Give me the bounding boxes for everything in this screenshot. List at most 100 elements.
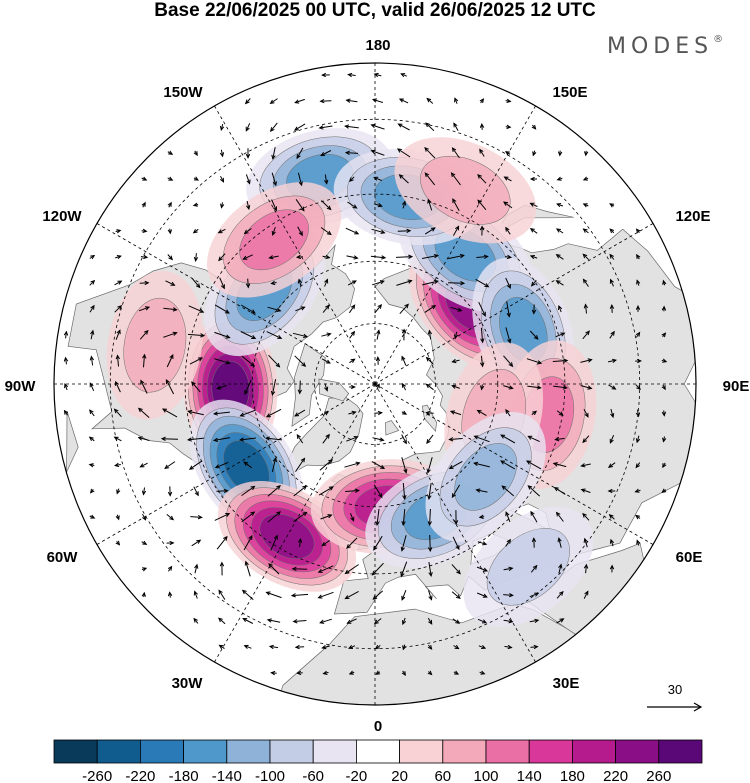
wind-arrow-head: [164, 464, 170, 470]
wind-arrow: [530, 510, 538, 523]
wind-arrow: [635, 462, 641, 469]
wind-arrow-shaft: [607, 359, 617, 363]
colorbar: -260 -220 -180 -140 -100 -60 -20 20 60 100 140 180 2…: [53, 739, 703, 783]
wind-arrow: [219, 277, 225, 290]
wind-arrow-shaft: [218, 590, 226, 600]
wind-arrow-head: [455, 594, 461, 600]
wind-arrow-head: [507, 644, 513, 650]
wind-arrow-head: [501, 485, 507, 490]
wind-arrow: [610, 408, 615, 419]
wind-arrow-head: [144, 280, 150, 286]
wind-arrow-head: [505, 226, 510, 232]
wind-arrow: [297, 380, 303, 395]
lon-label-30w: 30W: [172, 675, 204, 692]
wind-arrow: [344, 461, 361, 468]
wind-arrow-head: [403, 468, 408, 474]
wind-arrow-shaft: [506, 301, 510, 317]
colorbar-tick-label: -220: [125, 768, 155, 783]
wind-arrow-head: [248, 535, 253, 541]
wind-arrow-head: [450, 172, 456, 178]
wind-arrow-shaft: [240, 331, 256, 339]
wind-arrow-head: [453, 122, 458, 128]
wind-arrow-head: [556, 176, 562, 181]
wind-arrow-shaft: [322, 645, 330, 649]
wind-arrow: [214, 358, 231, 365]
wind-arrow: [635, 304, 641, 312]
wind-arrow-shaft: [424, 305, 436, 313]
wind-arrow: [113, 436, 122, 442]
wind-arrow: [193, 617, 199, 624]
wind-arrow-head: [377, 203, 383, 208]
wind-arrow-head: [608, 514, 614, 519]
wind-arrow: [452, 618, 461, 624]
wind-arrow-shaft: [424, 227, 436, 235]
wind-arrow-head: [326, 205, 332, 211]
colorbar-segment: [528, 739, 573, 764]
wind-arrow: [166, 514, 175, 521]
wind-arrow-head: [187, 409, 193, 415]
wind-arrow: [349, 330, 356, 339]
wind-arrow-head: [635, 412, 641, 418]
wind-arrow: [212, 411, 230, 416]
wind-arrow: [137, 436, 150, 441]
wind-arrow-shaft: [582, 330, 590, 340]
wind-arrow: [242, 617, 254, 624]
wind-arrow: [271, 226, 276, 236]
wind-arrow-head: [406, 228, 412, 234]
wind-arrow-shaft: [500, 434, 516, 444]
wind-arrow: [427, 617, 433, 625]
wind-arrow-head: [636, 279, 641, 285]
wind-arrow-shaft: [429, 534, 431, 552]
wind-arrow-head: [398, 174, 404, 179]
wind-arrow-head: [345, 98, 351, 103]
wind-arrow-head: [354, 488, 360, 493]
wind-arrow: [583, 408, 589, 418]
wind-arrow-shaft: [140, 380, 148, 394]
wind-arrow-head: [272, 456, 277, 463]
wind-arrow: [582, 203, 589, 208]
wind-arrow-head: [168, 150, 174, 155]
wind-arrow: [398, 174, 409, 184]
wind-arrow-head: [344, 124, 350, 129]
wind-arrow-head: [301, 362, 307, 368]
wind-arrow-head: [607, 488, 613, 494]
wind-arrow-head: [193, 176, 199, 181]
wind-arrow: [348, 410, 357, 415]
anomaly-contour: [239, 209, 309, 271]
wind-arrow-shaft: [89, 305, 95, 313]
wind-arrow-shaft: [402, 482, 406, 500]
wind-arrow: [317, 591, 334, 599]
wind-arrow-shaft: [164, 461, 176, 469]
wind-arrow-shaft: [214, 358, 230, 364]
wind-arrow-head: [328, 459, 333, 464]
wind-arrow: [142, 513, 147, 521]
wind-arrow-shaft: [269, 645, 279, 649]
wind-arrow: [634, 488, 641, 493]
wind-arrow: [400, 535, 407, 552]
wind-arrow-shaft: [348, 411, 356, 415]
wind-arrow: [556, 176, 563, 181]
wind-arrow: [167, 565, 173, 572]
wind-arrow: [582, 330, 590, 340]
wind-arrow: [141, 176, 148, 181]
wind-arrow: [556, 590, 564, 599]
wind-arrow: [582, 253, 590, 261]
wind-arrow: [271, 456, 277, 473]
wind-arrow: [165, 280, 176, 286]
wind-arrow-shaft: [422, 255, 438, 259]
wind-arrow-shaft: [344, 462, 360, 468]
wind-arrow-shaft: [529, 619, 539, 623]
wind-arrow: [297, 278, 303, 287]
wind-arrow-head: [250, 362, 256, 367]
wind-arrow-head: [558, 304, 563, 311]
wind-arrow-head: [377, 410, 383, 416]
wind-arrow-shaft: [240, 437, 256, 441]
wind-arrow-head: [326, 332, 332, 337]
wind-arrow: [193, 486, 199, 497]
wind-arrow: [531, 124, 537, 130]
wind-arrow-head: [269, 99, 275, 105]
wind-arrow-head: [529, 228, 535, 233]
wind-arrow-head: [223, 488, 229, 494]
wind-arrow: [609, 303, 615, 313]
wind-arrow-head: [609, 278, 614, 284]
